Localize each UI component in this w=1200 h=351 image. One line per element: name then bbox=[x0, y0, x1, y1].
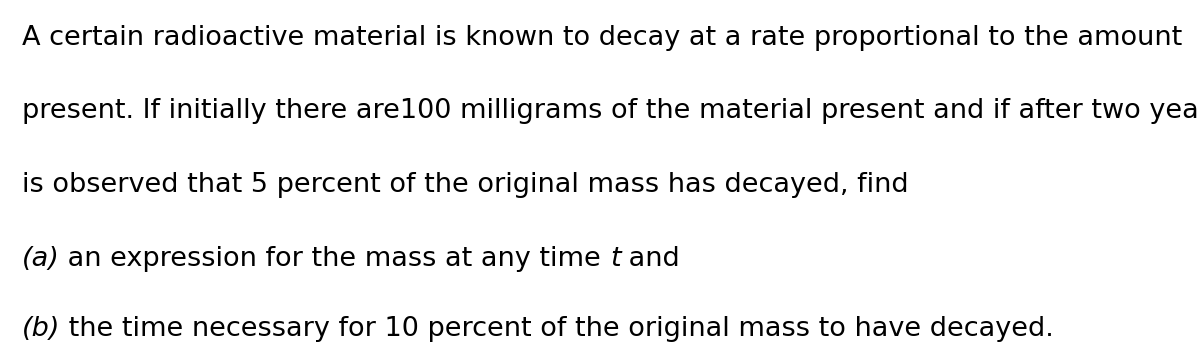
Text: and: and bbox=[620, 246, 680, 272]
Text: (b): (b) bbox=[22, 316, 60, 342]
Text: an expression for the mass at any time: an expression for the mass at any time bbox=[60, 246, 610, 272]
Text: is observed that 5 percent of the original mass has decayed, find: is observed that 5 percent of the origin… bbox=[22, 172, 908, 198]
Text: A certain radioactive material is known to decay at a rate proportional to the a: A certain radioactive material is known … bbox=[22, 25, 1182, 51]
Text: (a): (a) bbox=[22, 246, 60, 272]
Text: t: t bbox=[610, 246, 620, 272]
Text: present. If initially there are100 milligrams of the material present and if aft: present. If initially there are100 milli… bbox=[22, 98, 1200, 124]
Text: the time necessary for 10 percent of the original mass to have decayed.: the time necessary for 10 percent of the… bbox=[60, 316, 1054, 342]
